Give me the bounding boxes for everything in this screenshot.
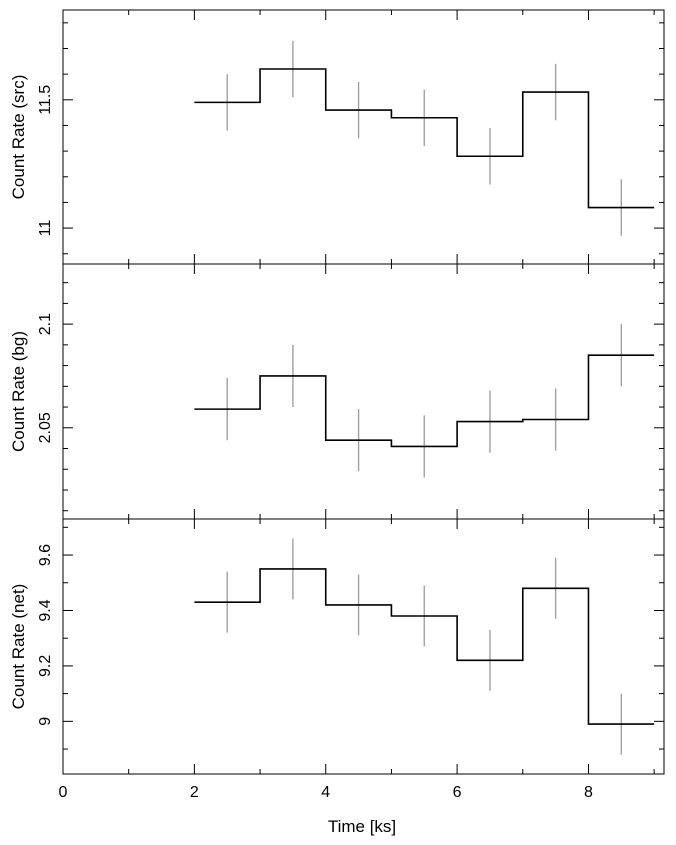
panels-layer: 11 11.5 Count Rate (src) 2.05 2.1 Count Rate … (9, 9, 665, 801)
step-line (194, 568, 655, 725)
y-tick-label: 9.6 (37, 544, 54, 566)
y-tick-label: 11 (37, 220, 54, 237)
x-tick-label: 4 (321, 784, 330, 801)
x-axis-title: Time [ks] (328, 817, 396, 836)
y-tick-label: 2.05 (37, 412, 54, 443)
x-tick-label: 2 (190, 784, 199, 801)
y-tick-label: 2.1 (37, 313, 54, 335)
panel-frame (62, 9, 665, 265)
y-axis-title: Count Rate (net) (9, 584, 28, 710)
step-line (194, 68, 655, 209)
panel-3: 9 9.2 9.4 9.6 Count Rate (net) (9, 518, 665, 775)
y-tick-label: 11.5 (37, 85, 54, 115)
x-tick-label: 6 (453, 784, 462, 801)
y-tick-label: 9.2 (37, 655, 54, 677)
x-tick-label: 0 (59, 784, 68, 801)
panel-frame (62, 263, 665, 520)
y-tick-label: 9 (37, 717, 54, 726)
y-axis-title: Count Rate (src) (9, 75, 28, 200)
x-tick-label: 8 (584, 784, 593, 801)
panel-frame (62, 518, 665, 775)
panel-1: 11 11.5 Count Rate (src) (9, 9, 665, 265)
y-axis-title: Count Rate (bg) (9, 331, 28, 452)
panel-2: 2.05 2.1 Count Rate (bg) (9, 263, 665, 520)
step-line (194, 354, 655, 448)
y-tick-label: 9.4 (37, 599, 54, 621)
